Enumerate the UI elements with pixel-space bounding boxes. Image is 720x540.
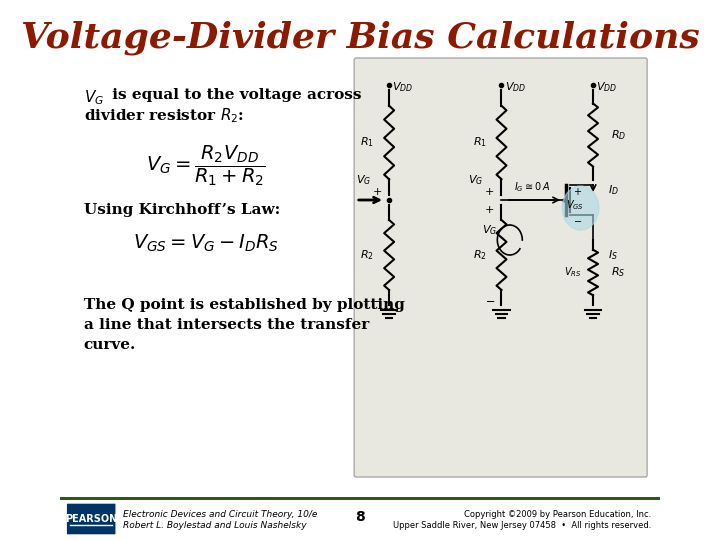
Text: +: + [573, 187, 581, 197]
Text: $-$: $-$ [574, 215, 582, 225]
Text: $R_2$: $R_2$ [360, 248, 374, 262]
Text: Voltage-Divider Bias Calculations: Voltage-Divider Bias Calculations [21, 21, 699, 55]
FancyBboxPatch shape [354, 58, 647, 477]
Text: $I_S$: $I_S$ [608, 248, 618, 262]
Text: $V_G$: $V_G$ [356, 173, 371, 187]
Text: $R_2$: $R_2$ [472, 248, 487, 262]
Text: $I_G \cong 0\,A$: $I_G \cong 0\,A$ [514, 180, 550, 194]
Text: +: + [373, 187, 382, 197]
Circle shape [562, 186, 599, 230]
Text: $V_G$: $V_G$ [482, 223, 498, 237]
Text: $V_{DD}$: $V_{DD}$ [392, 80, 414, 94]
Text: $V_G$: $V_G$ [468, 173, 483, 187]
Text: $R_1$: $R_1$ [360, 136, 374, 150]
Text: $V_G = \dfrac{R_2 V_{DD}}{R_1 + R_2}$: $V_G = \dfrac{R_2 V_{DD}}{R_1 + R_2}$ [146, 143, 266, 188]
Text: Using Kirchhoff’s Law:: Using Kirchhoff’s Law: [84, 203, 280, 217]
Text: $R_D$: $R_D$ [611, 128, 626, 142]
Text: Robert L. Boylestad and Louis Nashelsky: Robert L. Boylestad and Louis Nashelsky [123, 521, 307, 530]
Text: $V_G$: $V_G$ [84, 88, 104, 107]
Text: Copyright ©2009 by Pearson Education, Inc.: Copyright ©2009 by Pearson Education, In… [464, 510, 652, 519]
Text: 8: 8 [355, 510, 365, 524]
Text: $V_{DD}$: $V_{DD}$ [505, 80, 526, 94]
Text: $R_1$: $R_1$ [472, 136, 487, 150]
Text: $-$: $-$ [485, 295, 495, 305]
Text: $-$: $-$ [485, 295, 495, 305]
Text: $V_{GS} = V_G - I_D R_S$: $V_{GS} = V_G - I_D R_S$ [133, 233, 279, 254]
Text: $I_D$: $I_D$ [608, 183, 619, 197]
Bar [60, 497, 660, 500]
Text: is equal to the voltage across: is equal to the voltage across [107, 88, 361, 102]
Text: curve.: curve. [84, 338, 136, 352]
Text: PEARSON: PEARSON [65, 514, 117, 524]
FancyBboxPatch shape [66, 503, 116, 535]
Text: +: + [485, 187, 495, 197]
Text: $R_S$: $R_S$ [611, 266, 626, 279]
Text: +: + [485, 205, 495, 215]
Text: $V_{DD}$: $V_{DD}$ [596, 80, 618, 94]
Text: $V_{RS}$: $V_{RS}$ [564, 266, 581, 279]
Text: divider resistor $R_2$:: divider resistor $R_2$: [84, 106, 244, 125]
Text: Upper Saddle River, New Jersey 07458  •  All rights reserved.: Upper Saddle River, New Jersey 07458 • A… [393, 521, 652, 530]
Text: $V_{GS}$: $V_{GS}$ [566, 198, 584, 212]
Text: The Q point is established by plotting: The Q point is established by plotting [84, 298, 405, 312]
Text: $-$: $-$ [372, 295, 382, 305]
Text: Electronic Devices and Circuit Theory, 10/e: Electronic Devices and Circuit Theory, 1… [123, 510, 318, 519]
Text: a line that intersects the transfer: a line that intersects the transfer [84, 318, 369, 332]
